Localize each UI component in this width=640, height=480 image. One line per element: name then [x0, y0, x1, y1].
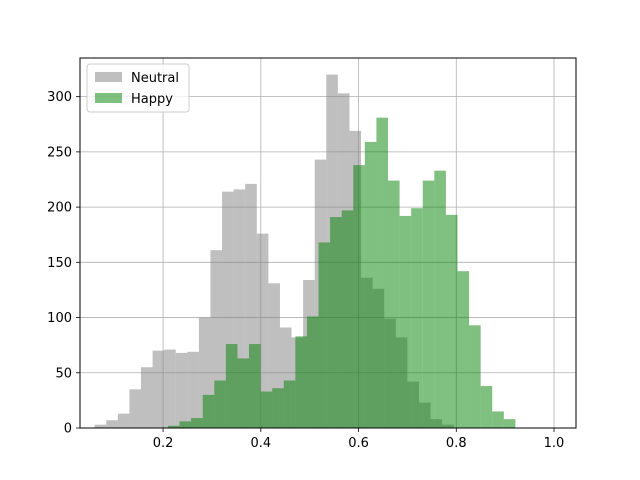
- bar-happy: [411, 208, 423, 428]
- x-tick-label: 0.8: [446, 436, 467, 451]
- bar-neutral: [164, 349, 176, 428]
- bar-happy: [249, 344, 261, 428]
- bar-happy: [237, 358, 250, 428]
- bar-neutral: [279, 327, 292, 428]
- x-axis-ticks: 0.2 0.4 0.6 0.8 1.0: [153, 428, 565, 451]
- bar-neutral: [152, 350, 165, 428]
- bar-happy: [422, 180, 435, 428]
- y-axis-ticks: 0 50 100 150 200 250 300: [47, 90, 80, 437]
- bar-happy: [167, 425, 180, 428]
- bar-happy: [260, 391, 273, 428]
- histogram-bars: [94, 74, 516, 429]
- legend-swatch-neutral: [95, 72, 122, 82]
- bar-happy: [445, 214, 458, 428]
- bar-happy: [480, 386, 493, 428]
- y-tick-label: 150: [47, 256, 72, 271]
- x-tick-label: 0.2: [153, 436, 174, 451]
- bar-happy: [388, 180, 400, 428]
- bar-happy: [376, 117, 389, 429]
- bar-happy: [364, 141, 377, 428]
- bar-happy: [457, 271, 470, 428]
- bar-happy: [434, 170, 446, 428]
- x-tick-label: 1.0: [544, 436, 565, 451]
- y-tick-label: 100: [47, 311, 72, 326]
- bar-happy: [330, 217, 342, 428]
- bar-happy: [179, 421, 192, 428]
- bar-happy: [225, 344, 238, 428]
- bar-happy: [353, 165, 365, 428]
- bar-happy: [295, 336, 307, 428]
- legend-label-happy: Happy: [131, 92, 173, 107]
- bar-neutral: [256, 233, 269, 428]
- bar-neutral: [94, 424, 107, 428]
- bar-happy: [202, 394, 215, 428]
- y-tick-label: 0: [64, 422, 72, 437]
- bar-happy: [469, 325, 481, 428]
- bar-happy: [191, 418, 203, 428]
- bar-neutral: [198, 317, 211, 428]
- legend: Neutral Happy: [86, 63, 190, 113]
- bar-neutral: [210, 250, 223, 428]
- legend-label-neutral: Neutral: [131, 71, 179, 86]
- bar-happy: [318, 242, 331, 428]
- bar-happy: [341, 210, 354, 428]
- bar-happy: [306, 316, 319, 428]
- bar-happy: [214, 380, 226, 428]
- bar-neutral: [117, 413, 130, 428]
- bar-happy: [399, 215, 412, 428]
- x-tick-label: 0.6: [348, 436, 369, 451]
- bar-neutral: [106, 420, 118, 428]
- x-tick-label: 0.4: [250, 436, 271, 451]
- bar-happy: [283, 380, 296, 428]
- plot-area-frame: [79, 57, 577, 429]
- bar-neutral: [245, 183, 257, 428]
- y-tick-label: 50: [55, 366, 72, 381]
- bar-happy: [492, 411, 504, 428]
- legend-swatch-happy: [95, 93, 122, 103]
- bar-happy: [272, 388, 284, 428]
- bar-neutral: [187, 351, 199, 428]
- bar-neutral: [268, 283, 280, 428]
- bar-neutral: [129, 389, 141, 428]
- bar-happy: [503, 419, 516, 428]
- y-tick-label: 300: [47, 90, 72, 105]
- y-tick-label: 250: [47, 145, 72, 160]
- series-happy-bars: [167, 117, 516, 429]
- bar-neutral: [233, 189, 246, 428]
- bar-neutral: [140, 367, 153, 428]
- bar-neutral: [175, 352, 188, 428]
- y-tick-label: 200: [47, 201, 72, 216]
- bar-neutral: [222, 191, 234, 428]
